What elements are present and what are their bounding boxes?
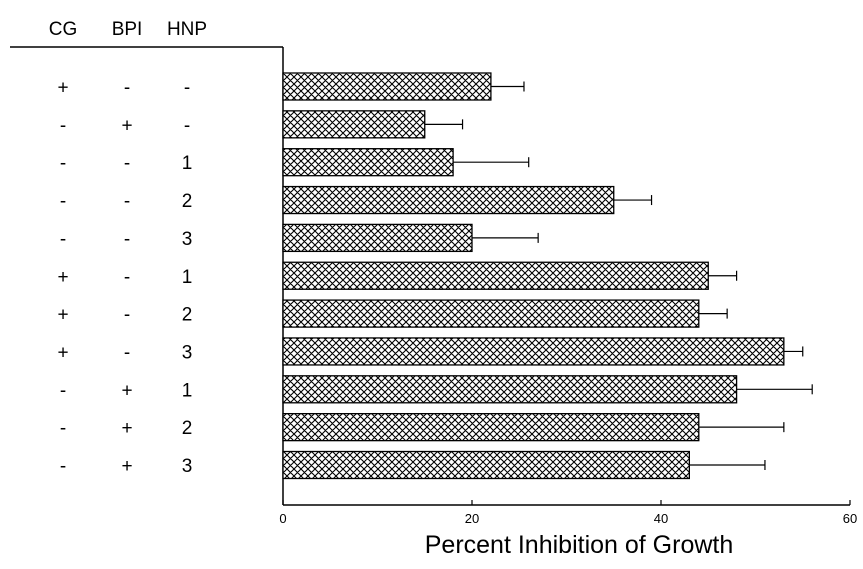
column-header-bpi: BPI <box>112 19 143 40</box>
error-bar-2 <box>425 119 463 129</box>
cell-cg: - <box>60 418 66 439</box>
cell-cg: + <box>57 342 68 363</box>
cell-cg: + <box>57 78 68 99</box>
table-row: - +3 <box>60 456 192 477</box>
bar-2 <box>283 111 425 138</box>
condition-table: + - - - + - - - 1 - - 2 - - 3 + - 1 + - 2 + - 3 - +1 - +2 - +3 <box>57 78 192 478</box>
cell-hnp: 2 <box>182 191 193 212</box>
cell-bpi: - <box>124 153 130 174</box>
x-tick-label: 20 <box>465 511 479 526</box>
bar-4 <box>283 187 614 214</box>
cell-cg: - <box>60 380 66 401</box>
cell-cg: + <box>57 267 68 288</box>
cell-cg: - <box>60 456 66 477</box>
error-bar-5 <box>472 233 538 243</box>
cell-bpi: + <box>121 115 132 136</box>
cell-hnp: 3 <box>182 456 193 477</box>
cell-hnp: 3 <box>182 229 193 250</box>
x-axis-label: Percent Inhibition of Growth <box>425 531 734 559</box>
cell-hnp: 1 <box>182 380 193 401</box>
error-bar-3 <box>453 157 529 167</box>
cell-bpi: - <box>124 342 130 363</box>
cell-bpi: + <box>121 456 132 477</box>
error-bar-8 <box>784 346 803 356</box>
table-row: + - 1 <box>57 267 192 288</box>
bar-1 <box>283 73 491 100</box>
x-tick-label: 0 <box>279 511 286 526</box>
cell-bpi: - <box>124 191 130 212</box>
error-bar-1 <box>491 82 524 92</box>
table-header: CG BPI HNP <box>49 19 207 40</box>
cell-hnp: 2 <box>182 305 193 326</box>
cell-cg: - <box>60 153 66 174</box>
bar-8 <box>283 338 784 365</box>
error-bar-4 <box>614 195 652 205</box>
cell-bpi: - <box>124 78 130 99</box>
cell-bpi: - <box>124 305 130 326</box>
error-bar-11 <box>689 460 765 470</box>
error-bar-9 <box>737 384 813 394</box>
table-row: + - - <box>57 78 190 99</box>
column-header-hnp: HNP <box>167 19 207 40</box>
bar-3 <box>283 149 453 176</box>
x-tick-label: 40 <box>654 511 668 526</box>
x-tick-label: 60 <box>843 511 857 526</box>
table-row: - +1 <box>60 380 192 401</box>
error-bar-10 <box>699 422 784 432</box>
column-header-cg: CG <box>49 19 78 40</box>
table-row: - - 2 <box>60 191 192 212</box>
bar-7 <box>283 300 699 327</box>
error-bar-7 <box>699 309 727 319</box>
cell-cg: - <box>60 191 66 212</box>
cell-hnp: 2 <box>182 418 193 439</box>
table-row: - + - <box>60 115 190 136</box>
table-row: + - 3 <box>57 342 192 363</box>
cell-bpi: - <box>124 267 130 288</box>
bar-9 <box>283 376 737 403</box>
error-bar-6 <box>708 271 736 281</box>
cell-cg: - <box>60 115 66 136</box>
cell-hnp: 3 <box>182 342 193 363</box>
bar-5 <box>283 224 472 251</box>
bar-10 <box>283 414 699 441</box>
table-row: - - 3 <box>60 229 192 250</box>
cell-hnp: - <box>184 115 190 136</box>
cell-cg: + <box>57 305 68 326</box>
cell-hnp: - <box>184 78 190 99</box>
cell-hnp: 1 <box>182 153 193 174</box>
cell-cg: - <box>60 229 66 250</box>
table-row: - +2 <box>60 418 192 439</box>
bar-11 <box>283 452 689 479</box>
cell-bpi: - <box>124 229 130 250</box>
cell-bpi: + <box>121 418 132 439</box>
bar-6 <box>283 262 708 289</box>
cell-hnp: 1 <box>182 267 193 288</box>
table-row: + - 2 <box>57 305 192 326</box>
cell-bpi: + <box>121 380 132 401</box>
x-ticks: 0 20 40 60 <box>279 500 857 526</box>
table-row: - - 1 <box>60 153 192 174</box>
